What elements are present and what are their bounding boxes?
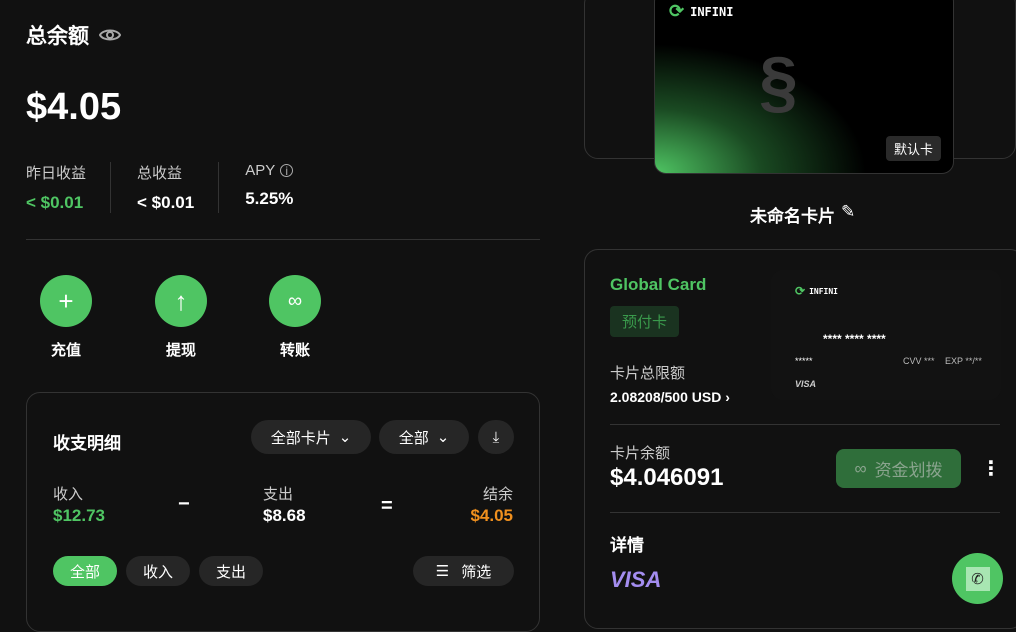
page-title: 总余额	[26, 20, 121, 50]
stat-label: 总收益	[137, 165, 183, 182]
net-label: 结余	[482, 486, 513, 503]
action-label: 提现	[165, 342, 196, 359]
mini-card-number: **** **** ****	[823, 332, 886, 346]
deposit-button[interactable]: + 充值	[40, 275, 92, 360]
card-name[interactable]: 未命名卡片 ✎	[750, 202, 855, 227]
card-balance-label: 卡片余额	[610, 445, 671, 462]
card-image[interactable]: ⟳ INFINI § 默认卡	[654, 0, 954, 174]
chevron-down-icon: ⌄	[436, 429, 450, 446]
limit-link[interactable]: 2.08208/500 USD ›	[610, 389, 730, 405]
mini-brand: INFINI	[809, 286, 838, 296]
link-icon: ∞	[854, 458, 867, 478]
infini-watermark-icon: §	[759, 42, 798, 120]
income-label: 收入	[53, 486, 84, 503]
divider	[610, 512, 1000, 513]
plus-icon: +	[40, 275, 92, 327]
divider	[26, 239, 540, 240]
income-value: $12.73	[53, 506, 105, 525]
mini-cvv: CVV ***	[903, 356, 935, 366]
card-brand: ⟳ INFINI	[669, 1, 733, 22]
expense-label: 支出	[263, 486, 294, 503]
total-balance: $4.05	[26, 86, 122, 128]
divider	[610, 424, 1000, 425]
dropdown-value: 全部	[398, 429, 429, 447]
card-detail-panel: Global Card 预付卡 卡片总限额 2.08208/500 USD › …	[584, 249, 1016, 629]
download-button[interactable]: ⤓	[478, 420, 514, 454]
stat-value: < $0.01	[26, 193, 84, 212]
phone-chat-icon: ✆	[965, 566, 990, 591]
eye-icon[interactable]	[99, 27, 121, 43]
support-chat-button[interactable]: ✆	[952, 553, 1003, 604]
filter-label: 筛选	[461, 563, 492, 581]
brand-text: INFINI	[690, 4, 734, 19]
mini-card-holder: *****	[795, 356, 813, 366]
card-filter-dropdown[interactable]: 全部卡片 ⌄	[251, 420, 371, 454]
minus-sign: −	[178, 493, 190, 515]
withdraw-button[interactable]: ↑ 提现	[155, 275, 207, 360]
filter-icon: ☰	[435, 563, 450, 580]
tab-income[interactable]: 收入	[126, 556, 190, 586]
transfer-label: 资金划拨	[874, 461, 943, 480]
stat-apy: APY i 5.25%	[245, 162, 317, 213]
dropdown-value: 全部卡片	[270, 429, 331, 447]
limit-value: 2.08208/500 USD	[610, 389, 722, 405]
infini-logo-icon: ⟳	[669, 1, 685, 22]
expense-value: $8.68	[263, 506, 306, 525]
tab-all[interactable]: 全部	[53, 556, 117, 586]
visa-logo: VISA	[610, 567, 662, 592]
transactions-panel: 收支明细 全部卡片 ⌄ 全部 ⌄ ⤓ 收入 $12.73 − 支出 $8.68 = …	[26, 392, 540, 632]
mini-exp: EXP **/**	[945, 356, 982, 366]
stat-label: APY	[245, 162, 276, 179]
card-balance: $4.046091	[610, 464, 724, 491]
mini-card: ⟳ INFINI **** **** **** ***** CVV *** EXP…	[771, 270, 1001, 400]
infini-logo-icon: ⟳	[795, 284, 806, 298]
fund-transfer-button[interactable]: ∞ 资金划拨	[836, 449, 961, 488]
edit-icon[interactable]: ✎	[841, 202, 856, 221]
tab-expense[interactable]: 支出	[199, 556, 263, 586]
net-value: $4.05	[470, 506, 513, 525]
mini-network: VISA	[795, 379, 817, 389]
filter-button[interactable]: ☰ 筛选	[413, 556, 514, 586]
panel-title: 收支明细	[53, 434, 121, 453]
prepaid-badge: 预付卡	[610, 306, 680, 337]
stat-value: < $0.01	[137, 193, 195, 212]
action-label: 充值	[50, 342, 81, 359]
arrow-up-icon: ↑	[155, 275, 207, 327]
chevron-down-icon: ⌄	[338, 429, 352, 446]
more-vertical-icon[interactable]: ⋮	[981, 458, 1001, 480]
info-icon[interactable]: i	[280, 164, 294, 178]
chevron-right-icon: ›	[725, 389, 730, 405]
stat-total: 总收益 < $0.01	[137, 162, 220, 213]
equals-sign: =	[381, 495, 393, 517]
card-title: Global Card	[610, 275, 707, 294]
stat-yesterday: 昨日收益 < $0.01	[26, 162, 112, 213]
download-icon: ⤓	[492, 428, 500, 446]
limit-label: 卡片总限额	[610, 365, 686, 382]
default-card-badge: 默认卡	[885, 136, 941, 161]
action-label: 转账	[279, 342, 310, 359]
type-filter-dropdown[interactable]: 全部 ⌄	[379, 420, 469, 454]
title-text: 总余额	[26, 25, 89, 48]
stat-label: 昨日收益	[26, 165, 87, 182]
stat-value: 5.25%	[245, 189, 294, 208]
stats-row: 昨日收益 < $0.01 总收益 < $0.01 APY i 5.25%	[26, 162, 343, 213]
link-icon: ∞	[269, 275, 321, 327]
details-heading: 详情	[610, 536, 644, 555]
transfer-button[interactable]: ∞ 转账	[269, 275, 321, 360]
card-name-text: 未命名卡片	[750, 207, 835, 226]
